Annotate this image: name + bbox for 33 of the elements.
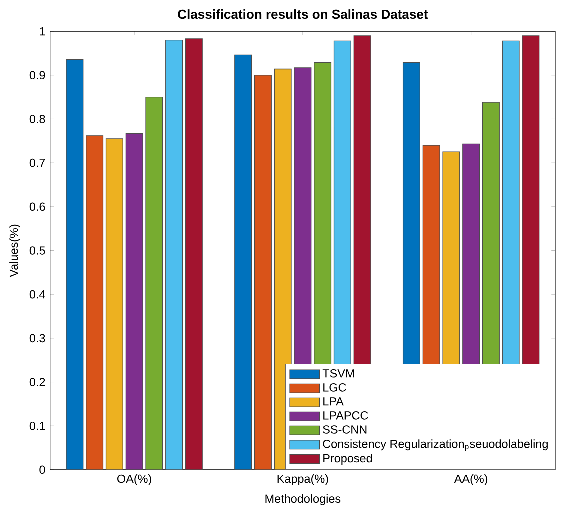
legend-label: SS-CNN <box>323 426 367 434</box>
y-tick-label: 0.8 <box>30 115 46 124</box>
y-tick-label: 1 <box>40 28 46 36</box>
legend-label: LGC <box>324 384 346 392</box>
y-tick-label: 0.5 <box>30 246 46 255</box>
legend-label: LPA <box>324 398 344 406</box>
bar <box>254 75 272 470</box>
bar <box>185 38 203 470</box>
bar <box>66 59 84 470</box>
y-tick-label: 0.7 <box>30 158 46 168</box>
bar <box>166 40 184 470</box>
bar <box>86 136 104 470</box>
bar <box>146 97 164 470</box>
y-tick-label: 0.2 <box>30 378 46 386</box>
x-tick-label: AA(%) <box>454 474 488 486</box>
y-tick-label: 0.4 <box>30 290 46 299</box>
bar <box>106 138 124 470</box>
x-tick-label: OA(%) <box>118 474 152 486</box>
x-tick-label: Kappa(%) <box>278 474 328 486</box>
bar <box>126 133 144 470</box>
y-tick-label: 0.9 <box>30 71 46 80</box>
legend-label: Proposed <box>324 454 372 465</box>
x-axis-title: Methodologies <box>266 494 341 506</box>
y-tick-label: 0.3 <box>30 334 46 343</box>
bar <box>234 54 252 470</box>
legend-label: Consistency Regularization$_{p}$seuodolabeling <box>323 440 548 452</box>
legend-label: LPAPCC <box>324 412 368 420</box>
y-tick-label: 0.6 <box>30 202 46 212</box>
y-tick-label: 0 <box>40 466 46 474</box>
y-axis-title: Values(%) <box>10 224 20 278</box>
legend-label: TSVM <box>322 369 354 378</box>
y-tick-label: 0.1 <box>30 422 46 430</box>
chart-title: Classification results on Salinas Dataset <box>178 10 428 20</box>
